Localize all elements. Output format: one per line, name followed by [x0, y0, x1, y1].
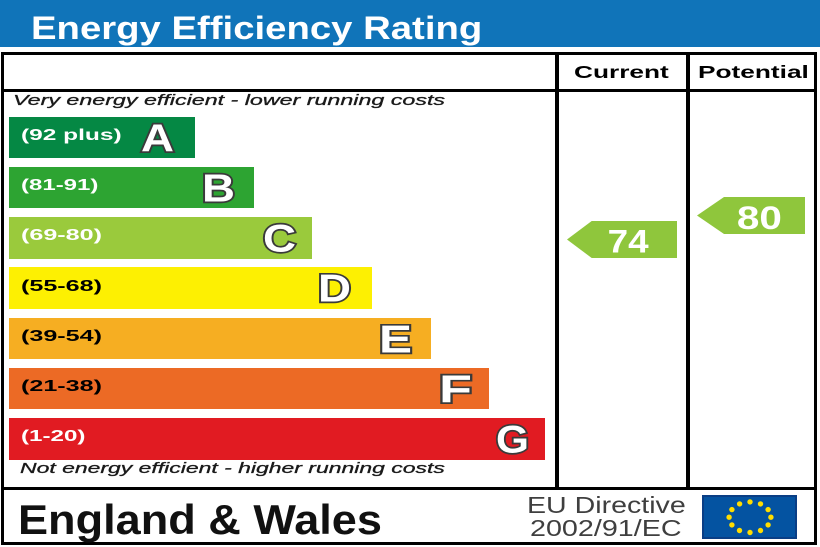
svg-text:D: D: [318, 268, 351, 311]
svg-text:C: C: [263, 218, 296, 261]
svg-text:A: A: [141, 117, 174, 160]
svg-text:G: G: [496, 419, 529, 462]
svg-text:80: 80: [737, 200, 782, 234]
svg-text:74: 74: [608, 224, 649, 259]
svg-text:E: E: [379, 318, 412, 361]
svg-text:B: B: [202, 167, 235, 210]
svg-text:F: F: [439, 368, 472, 411]
